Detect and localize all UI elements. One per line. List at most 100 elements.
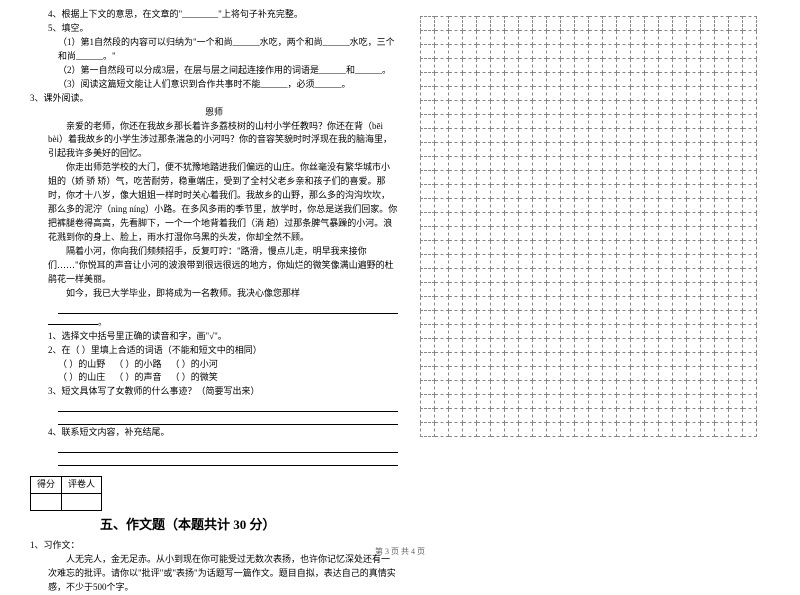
grid-cell[interactable] <box>631 171 645 185</box>
grid-cell[interactable] <box>491 101 505 115</box>
grid-cell[interactable] <box>575 31 589 45</box>
grid-cell[interactable] <box>449 129 463 143</box>
grid-cell[interactable] <box>491 87 505 101</box>
grid-cell[interactable] <box>421 101 435 115</box>
grid-cell[interactable] <box>617 59 631 73</box>
grid-cell[interactable] <box>617 115 631 129</box>
grid-cell[interactable] <box>659 255 673 269</box>
grid-cell[interactable] <box>673 171 687 185</box>
grid-cell[interactable] <box>519 311 533 325</box>
grid-cell[interactable] <box>519 101 533 115</box>
grid-cell[interactable] <box>561 143 575 157</box>
grid-cell[interactable] <box>631 199 645 213</box>
grid-cell[interactable] <box>701 325 715 339</box>
grid-cell[interactable] <box>659 59 673 73</box>
grid-cell[interactable] <box>659 185 673 199</box>
grid-cell[interactable] <box>659 409 673 423</box>
grid-cell[interactable] <box>519 87 533 101</box>
grid-cell[interactable] <box>617 199 631 213</box>
grid-cell[interactable] <box>701 185 715 199</box>
grid-cell[interactable] <box>463 269 477 283</box>
grid-cell[interactable] <box>421 423 435 437</box>
grid-cell[interactable] <box>659 101 673 115</box>
grid-cell[interactable] <box>463 283 477 297</box>
grid-cell[interactable] <box>701 311 715 325</box>
grid-cell[interactable] <box>435 87 449 101</box>
grid-cell[interactable] <box>463 199 477 213</box>
grid-cell[interactable] <box>729 171 743 185</box>
grid-cell[interactable] <box>449 339 463 353</box>
grid-cell[interactable] <box>715 409 729 423</box>
grid-cell[interactable] <box>673 283 687 297</box>
grid-cell[interactable] <box>561 423 575 437</box>
grid-cell[interactable] <box>603 269 617 283</box>
grid-cell[interactable] <box>505 409 519 423</box>
grid-cell[interactable] <box>547 199 561 213</box>
grid-cell[interactable] <box>421 311 435 325</box>
grid-cell[interactable] <box>687 227 701 241</box>
grid-cell[interactable] <box>463 59 477 73</box>
grid-cell[interactable] <box>659 395 673 409</box>
grid-cell[interactable] <box>477 31 491 45</box>
grid-cell[interactable] <box>617 339 631 353</box>
grid-cell[interactable] <box>463 381 477 395</box>
grid-cell[interactable] <box>673 31 687 45</box>
grid-cell[interactable] <box>575 297 589 311</box>
grid-cell[interactable] <box>561 213 575 227</box>
grid-cell[interactable] <box>603 171 617 185</box>
grid-cell[interactable] <box>631 59 645 73</box>
grid-cell[interactable] <box>715 101 729 115</box>
grid-cell[interactable] <box>645 17 659 31</box>
grid-cell[interactable] <box>589 143 603 157</box>
grid-cell[interactable] <box>421 367 435 381</box>
grid-cell[interactable] <box>421 269 435 283</box>
grid-cell[interactable] <box>449 227 463 241</box>
grid-cell[interactable] <box>715 185 729 199</box>
grid-cell[interactable] <box>575 395 589 409</box>
grid-cell[interactable] <box>645 241 659 255</box>
grid-cell[interactable] <box>729 45 743 59</box>
grid-cell[interactable] <box>477 171 491 185</box>
grid-cell[interactable] <box>435 423 449 437</box>
grid-cell[interactable] <box>533 171 547 185</box>
grid-cell[interactable] <box>589 185 603 199</box>
grid-cell[interactable] <box>463 213 477 227</box>
grid-cell[interactable] <box>603 199 617 213</box>
grid-cell[interactable] <box>701 31 715 45</box>
grid-cell[interactable] <box>435 227 449 241</box>
grid-cell[interactable] <box>547 157 561 171</box>
grid-cell[interactable] <box>519 227 533 241</box>
grid-cell[interactable] <box>659 213 673 227</box>
grid-cell[interactable] <box>645 325 659 339</box>
grid-cell[interactable] <box>505 171 519 185</box>
grid-cell[interactable] <box>449 115 463 129</box>
grid-cell[interactable] <box>449 87 463 101</box>
grid-cell[interactable] <box>659 45 673 59</box>
grid-cell[interactable] <box>547 353 561 367</box>
grid-cell[interactable] <box>729 423 743 437</box>
grid-cell[interactable] <box>533 157 547 171</box>
grid-cell[interactable] <box>491 339 505 353</box>
grid-cell[interactable] <box>743 255 757 269</box>
grid-cell[interactable] <box>659 325 673 339</box>
grid-cell[interactable] <box>533 59 547 73</box>
grid-cell[interactable] <box>519 339 533 353</box>
grid-cell[interactable] <box>505 213 519 227</box>
grid-cell[interactable] <box>463 325 477 339</box>
grid-cell[interactable] <box>631 73 645 87</box>
grid-cell[interactable] <box>729 129 743 143</box>
grid-cell[interactable] <box>589 283 603 297</box>
grid-cell[interactable] <box>659 269 673 283</box>
grid-cell[interactable] <box>743 157 757 171</box>
grid-cell[interactable] <box>491 241 505 255</box>
grid-cell[interactable] <box>449 171 463 185</box>
grid-cell[interactable] <box>449 241 463 255</box>
grid-cell[interactable] <box>505 143 519 157</box>
grid-cell[interactable] <box>491 115 505 129</box>
grid-cell[interactable] <box>505 297 519 311</box>
grid-cell[interactable] <box>589 255 603 269</box>
grid-cell[interactable] <box>631 115 645 129</box>
grid-cell[interactable] <box>603 157 617 171</box>
grid-cell[interactable] <box>701 227 715 241</box>
grid-cell[interactable] <box>449 59 463 73</box>
